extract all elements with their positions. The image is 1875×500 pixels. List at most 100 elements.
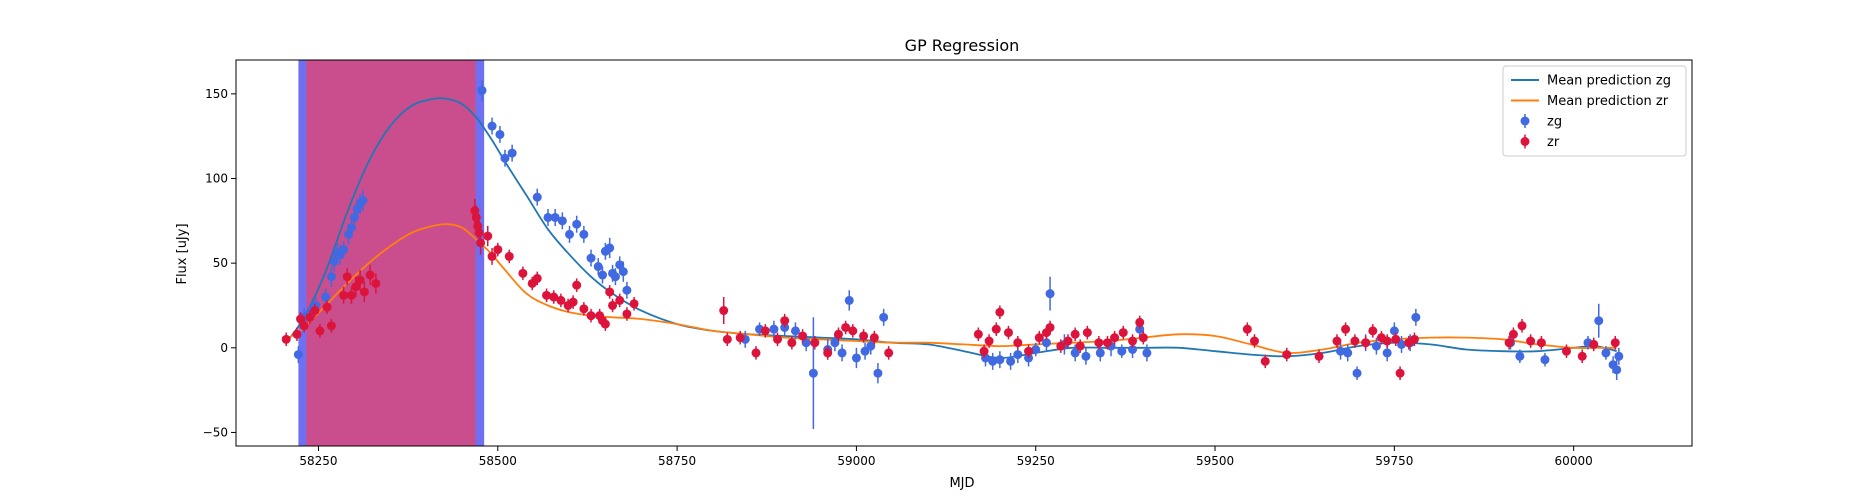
data-point-zg xyxy=(477,85,487,95)
data-point-zr xyxy=(476,238,486,248)
data-point-zg xyxy=(1594,316,1604,326)
data-point-zr xyxy=(1526,336,1536,346)
data-point-zr xyxy=(841,322,851,332)
data-point-zr xyxy=(470,206,480,216)
data-point-zr xyxy=(1350,336,1360,346)
data-point-zr xyxy=(1409,334,1419,344)
x-tick-label: 59250 xyxy=(1017,454,1055,468)
plot-frame xyxy=(235,59,1693,447)
x-tick-label: 59500 xyxy=(1196,454,1234,468)
data-point-zr xyxy=(549,292,559,302)
data-point-zg xyxy=(1352,368,1362,378)
data-point-zg xyxy=(572,219,582,229)
data-point-zr xyxy=(1536,338,1546,348)
shaded-region-2 xyxy=(306,60,476,446)
data-point-zg xyxy=(830,338,840,348)
data-point-zr xyxy=(1260,356,1270,366)
y-axis-label: Flux [uJy] xyxy=(175,223,190,284)
data-point-zr xyxy=(296,314,306,324)
data-point-zr xyxy=(487,251,497,261)
data-point-zg xyxy=(532,192,542,202)
series-zr xyxy=(281,198,1620,380)
data-point-zr xyxy=(299,321,309,331)
data-point-zg xyxy=(837,348,847,358)
shaded-regions xyxy=(298,60,485,446)
data-point-zg xyxy=(579,229,589,239)
data-point-zr xyxy=(532,273,542,283)
legend-label: Mean prediction zr xyxy=(1547,94,1669,109)
x-tick-label: 59000 xyxy=(837,454,875,468)
data-point-zr xyxy=(310,306,320,316)
data-point-zr xyxy=(1024,346,1034,356)
data-point-zg xyxy=(293,350,303,360)
data-point-zr xyxy=(483,231,493,241)
data-point-zg xyxy=(598,270,608,280)
data-point-zg xyxy=(1095,348,1105,358)
data-point-zg xyxy=(1070,348,1080,358)
data-point-zr xyxy=(1391,334,1401,344)
data-point-zr xyxy=(471,212,481,222)
data-point-zr xyxy=(322,302,332,312)
data-point-zr xyxy=(1102,338,1112,348)
data-point-zr xyxy=(984,336,994,346)
data-point-zg xyxy=(326,272,336,282)
data-point-zr xyxy=(869,333,879,343)
data-point-zg xyxy=(1117,346,1127,356)
data-point-zr xyxy=(1282,350,1292,360)
observation-points xyxy=(281,80,1624,430)
data-point-zg xyxy=(808,368,818,378)
data-point-zr xyxy=(572,280,582,290)
data-point-zg xyxy=(495,129,505,139)
data-point-zr xyxy=(281,334,291,344)
data-point-zr xyxy=(586,311,596,321)
data-point-zr xyxy=(473,221,483,231)
data-point-zr xyxy=(780,316,790,326)
data-point-zr xyxy=(605,287,615,297)
data-point-zr xyxy=(1013,338,1023,348)
data-point-zr xyxy=(979,346,989,356)
data-point-zg xyxy=(622,285,632,295)
y-tick-label: 150 xyxy=(205,87,228,101)
data-point-zg xyxy=(339,245,349,255)
data-point-zg xyxy=(1612,365,1622,375)
data-point-zr xyxy=(493,245,503,255)
data-point-zg xyxy=(1371,341,1381,351)
data-point-zr xyxy=(787,338,797,348)
data-point-zr xyxy=(518,268,528,278)
data-point-zr xyxy=(1332,336,1342,346)
data-point-zg xyxy=(1128,345,1138,354)
data-point-zg xyxy=(790,326,800,336)
data-point-zr xyxy=(1063,336,1073,346)
data-point-zr xyxy=(355,275,365,285)
data-point-zr xyxy=(474,228,484,238)
data-point-zr xyxy=(722,334,732,344)
data-point-zr xyxy=(305,312,315,322)
legend-point-swatch xyxy=(1520,137,1530,146)
data-point-zr xyxy=(1314,351,1324,361)
data-point-zg xyxy=(593,262,603,272)
chart-title: GP Regression xyxy=(905,36,1020,55)
data-point-zr xyxy=(1128,336,1138,346)
x-tick-label: 58750 xyxy=(658,454,696,468)
data-point-zg xyxy=(1515,351,1525,361)
y-tick-label: −50 xyxy=(203,425,228,439)
data-point-zg xyxy=(615,260,625,270)
data-point-zg xyxy=(321,292,331,302)
mean-prediction-line-zr xyxy=(285,223,1617,354)
data-point-zr xyxy=(1045,322,1055,332)
data-point-zg xyxy=(1601,348,1611,358)
data-point-zg xyxy=(543,212,553,222)
data-point-zr xyxy=(542,290,552,300)
y-tick-label: 100 xyxy=(205,172,228,186)
data-point-zr xyxy=(773,334,783,344)
data-point-zr xyxy=(608,300,618,310)
data-point-zg xyxy=(866,341,876,351)
data-point-zr xyxy=(1561,346,1571,356)
legend-box xyxy=(1502,65,1687,157)
data-point-zr xyxy=(342,272,352,282)
y-tick-label: 50 xyxy=(213,256,228,270)
data-point-zr xyxy=(1589,339,1599,349)
data-point-zg xyxy=(1540,355,1550,365)
data-point-zg xyxy=(995,355,1005,365)
data-point-zr xyxy=(810,338,820,348)
